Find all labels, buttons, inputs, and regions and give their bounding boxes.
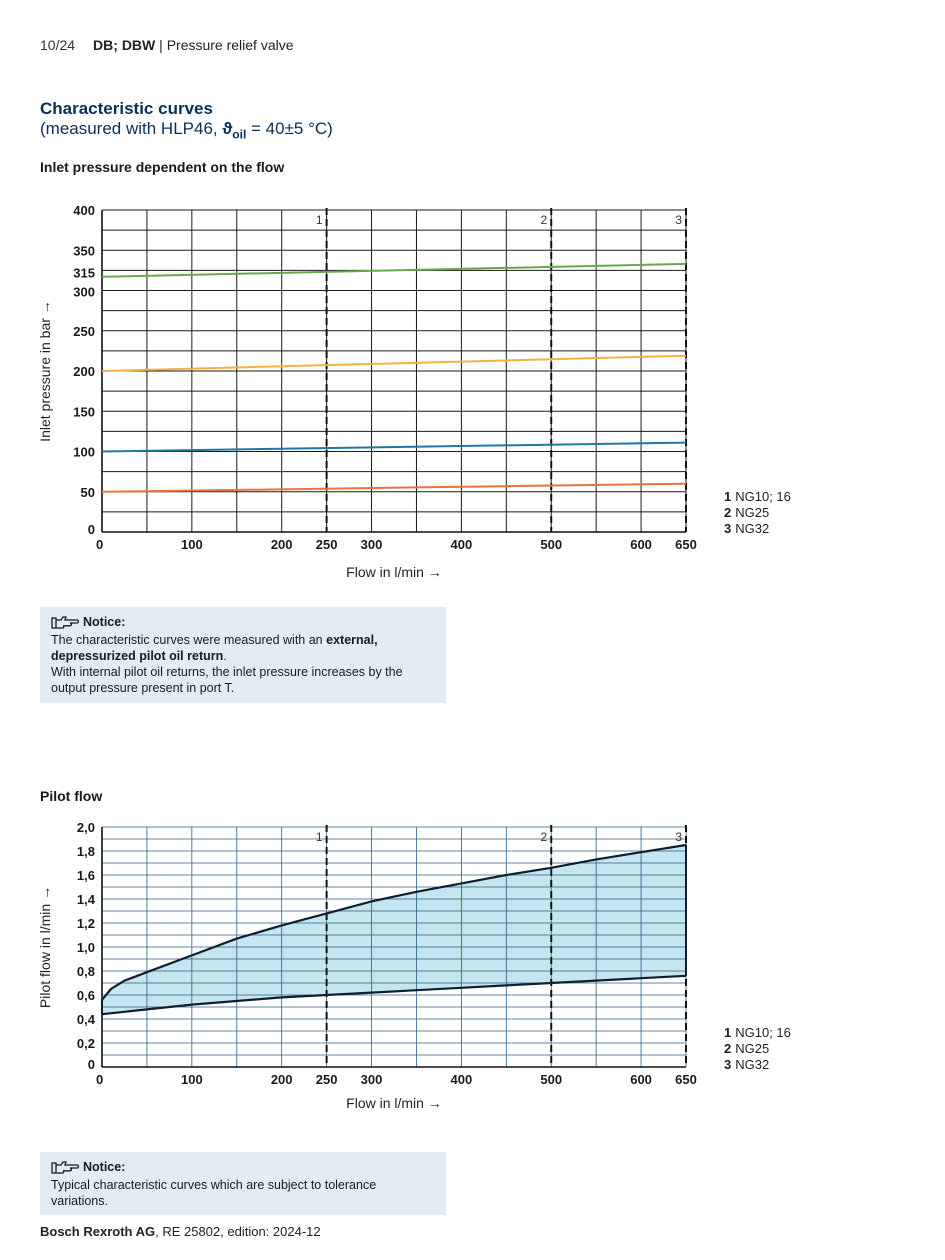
y-tick-label: 0,4 — [77, 1012, 96, 1027]
product-name: DB; DBW — [93, 37, 156, 53]
pilot-flow-chart: 1 2 3 0 100 200 250 300 400 500 600 650 0 0,2 0,4 0,6 0,… — [37, 820, 697, 1111]
size-marker-label: 1 — [316, 213, 323, 227]
footer-company: Bosch Rexroth AG — [40, 1224, 156, 1239]
notice-box: Notice: Typical characteristic curves wh… — [40, 1152, 446, 1215]
x-tick-label: 500 — [540, 1072, 562, 1087]
legend-item: 3 NG32 — [724, 521, 770, 536]
series-line — [101, 354, 687, 372]
pointing-hand-icon — [51, 616, 79, 629]
legend-item: 3 NG32 — [724, 1057, 770, 1072]
y-tick-label: 200 — [73, 364, 95, 379]
y-axis-title: Pilot flow in l/min → — [37, 886, 53, 1008]
page-header: 10/24 DB; DBW | Pressure relief valve — [40, 37, 294, 53]
legend-item: 2 NG25 — [724, 505, 770, 520]
x-tick-label: 400 — [451, 1072, 473, 1087]
y-tick-label: 0,2 — [77, 1036, 95, 1051]
y-axis-title: Inlet pressure in bar → — [37, 300, 53, 442]
y-tick-label: 1,0 — [77, 940, 95, 955]
section-subtitle: (measured with HLP46, ϑoil = 40±5 °C) — [40, 119, 333, 141]
x-tick-label: 300 — [361, 537, 383, 552]
y-tick-label: 0,6 — [77, 988, 95, 1003]
notice-text: The characteristic curves were measured … — [51, 633, 378, 663]
y-tick-label: 1,6 — [77, 868, 95, 883]
x-tick-label: 100 — [181, 537, 203, 552]
notice-text: With internal pilot oil returns, the inl… — [51, 665, 403, 695]
curve-line — [101, 974, 687, 1016]
x-axis-title: Flow in l/min → — [346, 1095, 442, 1111]
y-tick-label: 50 — [81, 485, 95, 500]
x-tick-label: 0 — [96, 537, 103, 552]
legend-item: 1 NG10; 16 — [724, 1025, 791, 1040]
y-tick-label: 400 — [73, 203, 95, 218]
notice-title: Notice: — [51, 614, 435, 630]
y-tick-label: 0 — [88, 1057, 95, 1072]
x-tick-label: 600 — [630, 1072, 652, 1087]
page-footer: Bosch Rexroth AG, RE 25802, edition: 202… — [40, 1224, 321, 1239]
x-axis-title: Flow in l/min → — [346, 564, 442, 580]
theta-symbol: ϑ — [222, 119, 233, 138]
size-marker-label: 2 — [541, 830, 548, 844]
size-marker-label: 1 — [316, 830, 323, 844]
header-separator: | — [155, 37, 167, 53]
y-tick-label: 250 — [73, 324, 95, 339]
legend-item: 1 NG10; 16 — [724, 489, 791, 504]
x-tick-label: 250 — [316, 537, 338, 552]
page-number: 10/24 — [40, 37, 76, 53]
x-tick-label: 500 — [540, 537, 562, 552]
x-tick-label: 250 — [316, 1072, 338, 1087]
y-tick-label: 0 — [88, 522, 95, 537]
size-marker-label: 3 — [675, 830, 682, 844]
y-tick-label: 315 — [73, 265, 95, 280]
series-line — [101, 441, 687, 453]
x-tick-label: 600 — [630, 537, 652, 552]
x-tick-label: 0 — [96, 1072, 103, 1087]
notice-box: Notice: The characteristic curves were m… — [40, 607, 446, 703]
y-tick-label: 1,4 — [77, 892, 96, 907]
y-tick-label: 150 — [73, 404, 95, 419]
theta-subscript: oil — [232, 127, 247, 142]
x-tick-label: 200 — [271, 537, 293, 552]
size-marker-label: 2 — [541, 213, 548, 227]
notice-title: Notice: — [51, 1159, 435, 1175]
x-tick-label: 650 — [675, 537, 697, 552]
header-subtitle: Pressure relief valve — [166, 37, 294, 53]
chart1-title: Inlet pressure dependent on the flow — [40, 159, 285, 175]
section-title: Characteristic curves — [40, 99, 213, 118]
chart2-legend: 1 NG10; 16 2 NG25 3 NG32 — [724, 1025, 791, 1073]
y-tick-label: 1,8 — [77, 844, 95, 859]
y-tick-label: 300 — [73, 285, 95, 300]
y-tick-label: 0,8 — [77, 964, 95, 979]
footer-ref: , RE 25802, edition: 2024-12 — [155, 1224, 321, 1239]
x-tick-label: 100 — [181, 1072, 203, 1087]
y-tick-label: 2,0 — [77, 820, 95, 835]
x-tick-label: 400 — [451, 537, 473, 552]
inlet-pressure-chart: 1 2 3 0 100 200 250 300 400 500 600 650 0 50 100 150 200… — [37, 203, 697, 580]
pilot-flow-band — [102, 845, 686, 1015]
subtitle-prefix: (measured with HLP46, — [40, 119, 223, 138]
y-tick-label: 100 — [73, 445, 95, 460]
series-line — [101, 482, 687, 493]
subtitle-suffix: = 40±5 °C) — [246, 119, 333, 138]
y-tick-label: 1,2 — [77, 916, 95, 931]
chart2-title: Pilot flow — [40, 788, 103, 804]
x-tick-label: 650 — [675, 1072, 697, 1087]
size-marker-label: 3 — [675, 213, 682, 227]
chart1-legend: 1 NG10; 16 2 NG25 3 NG32 — [724, 489, 791, 537]
x-tick-label: 300 — [361, 1072, 383, 1087]
pointing-hand-icon — [51, 1161, 79, 1174]
notice-text: Typical characteristic curves which are … — [51, 1178, 377, 1208]
curve-line — [101, 843, 687, 1001]
legend-item: 2 NG25 — [724, 1041, 770, 1056]
y-tick-label: 350 — [73, 243, 95, 258]
x-tick-label: 200 — [271, 1072, 293, 1087]
series-line — [101, 262, 687, 278]
